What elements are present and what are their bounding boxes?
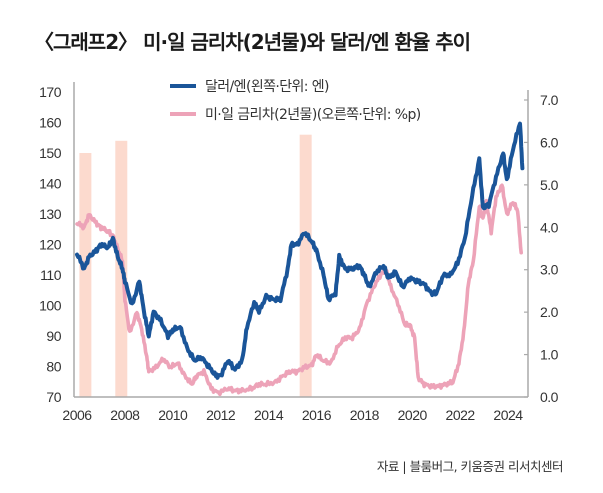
usdjpy-line <box>75 121 525 380</box>
x-tick-label: 2020 <box>398 407 428 423</box>
y-left-tick-label: 100 <box>39 298 62 314</box>
y-right-tick-label: 6.0 <box>540 134 559 150</box>
legend-label-spread: 미·일 금리차(2년물)(오른쪽·단위: %p) <box>205 107 421 123</box>
y-left-tick-label: 110 <box>40 267 62 283</box>
legend-label-usdjpy: 달러/엔(왼쪽·단위: 엔) <box>205 79 329 95</box>
x-tick-label: 2024 <box>493 407 523 423</box>
y-left-tick-label: 80 <box>46 359 61 375</box>
y-left-tick-label: 120 <box>39 237 62 253</box>
y-right-tick-label: 7.0 <box>540 92 559 108</box>
axes <box>73 82 529 398</box>
x-tick-label: 2006 <box>62 407 92 423</box>
x-tick-label: 2016 <box>302 407 332 423</box>
x-tick-label: 2010 <box>158 407 188 423</box>
y-right-tick-label: 2.0 <box>540 304 559 320</box>
y-left-tick-label: 170 <box>39 84 62 100</box>
y-left-tick-label: 150 <box>39 145 62 161</box>
y-right-tick-label: 5.0 <box>540 177 559 193</box>
y-left-tick-label: 130 <box>39 206 62 222</box>
x-tick-label: 2022 <box>446 407 476 423</box>
shaded-period-0 <box>79 153 92 397</box>
y-left-tick-label: 90 <box>46 328 61 344</box>
y-right-tick-label: 1.0 <box>540 347 559 363</box>
y-right-tick-label: 4.0 <box>540 219 559 235</box>
spread-line <box>75 183 523 397</box>
y-right-tick-label: 3.0 <box>540 262 559 278</box>
y-left-tick-label: 140 <box>39 176 62 192</box>
x-tick-label: 2012 <box>206 407 236 423</box>
y-left-tick-label: 70 <box>46 389 61 405</box>
legend: 달러/엔(왼쪽·단위: 엔) 미·일 금리차(2년물)(오른쪽·단위: %p) <box>170 79 421 123</box>
x-tick-label: 2014 <box>254 407 284 423</box>
tick-labels: 170 160 150 140 130 120 110 100 90 80 70 7.0 6.0 5.0 4… <box>39 84 559 423</box>
shaded-period-2 <box>299 134 312 397</box>
x-tick-label: 2008 <box>110 407 140 423</box>
source-note: 자료 | 블룸버그, 키움증권 리서치센터 <box>376 459 564 474</box>
y-left-tick-label: 160 <box>39 115 62 131</box>
x-tick-label: 2018 <box>350 407 380 423</box>
chart-title: 〈그래프2〉 미·일 금리차(2년물)와 달러/엔 환율 추이 <box>34 30 471 54</box>
y-right-tick-label: 0.0 <box>540 389 559 405</box>
series-lines <box>75 121 525 397</box>
